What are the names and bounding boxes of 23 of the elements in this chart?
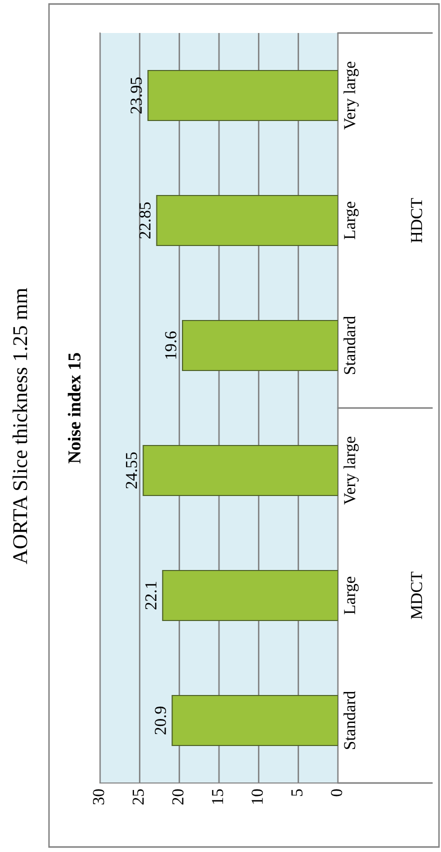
text: AORTA Slice thickness 1.25 mm [12, 288, 28, 564]
x-tick-label: 20 [172, 789, 184, 804]
text: Noise index 15 [68, 352, 81, 464]
data-label: 20.9 [154, 706, 166, 734]
y-tick-label: Standard [344, 316, 356, 374]
x-tick-label: 10 [252, 789, 263, 804]
x-tick-label: 30 [92, 789, 104, 804]
x-tick-label: 25 [132, 789, 144, 804]
x-tick-label: 15 [212, 789, 224, 804]
text: MDCT [410, 572, 422, 620]
x-tick-label: 5 [291, 789, 303, 796]
y-tick-label: Very large [344, 62, 359, 130]
x-tick-label: 0 [330, 789, 342, 796]
y-tick-label: Large [344, 202, 359, 240]
y-tick-label: Standard [344, 691, 356, 750]
data-label: 22.1 [145, 582, 157, 610]
data-label: 24.55 [126, 452, 138, 489]
data-label: 23.95 [130, 77, 142, 114]
data-label: 22.85 [139, 202, 151, 239]
y-tick-label: Very large [344, 436, 359, 505]
text: HDCT [410, 198, 422, 243]
y-tick-label: Large [344, 576, 359, 614]
data-label: 19.6 [165, 331, 176, 359]
